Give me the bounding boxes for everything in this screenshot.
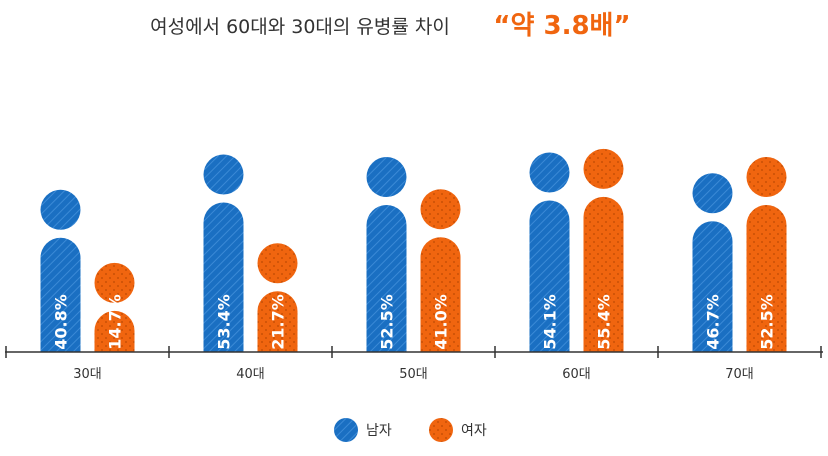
x-tick-label: 40대 — [236, 367, 265, 382]
x-tick-label: 50대 — [399, 367, 428, 382]
bar-body-male — [529, 200, 570, 352]
bar-group: 40.8% 14.7% 53.4% 21.7% 52.5% 41.0% 54.1% 55.4%… — [40, 148, 787, 352]
x-tick-label: 60대 — [562, 367, 591, 382]
legend: 남자 여자 — [334, 418, 487, 442]
x-axis-tick-labels: 30대 40대 50대 60대 70대 — [73, 367, 754, 382]
data-label: 46.7% — [704, 294, 723, 350]
bar-head-male — [366, 157, 407, 197]
data-label: 40.8% — [52, 294, 71, 350]
data-label: 14.7% — [106, 294, 125, 350]
x-tick-label: 30대 — [73, 367, 102, 382]
bar-body-male — [366, 205, 407, 352]
bar-head-female — [94, 262, 135, 303]
data-label: 21.7% — [269, 294, 288, 350]
bar-body-female — [94, 310, 135, 352]
x-axis — [5, 346, 823, 358]
x-tick-label: 70대 — [725, 367, 754, 382]
bar-female: 52.5% — [746, 157, 787, 352]
data-label: 55.4% — [595, 294, 614, 350]
bar-female: 55.4% — [583, 148, 624, 352]
data-label: 52.5% — [378, 294, 397, 350]
bar-body-male — [692, 221, 733, 352]
bar-head-male — [529, 152, 570, 193]
bar-head-male — [203, 154, 244, 195]
bar-body-male — [203, 202, 244, 352]
data-label: 41.0% — [432, 294, 451, 350]
legend-item-female: 여자 — [429, 418, 487, 442]
bar-male: 54.1% — [529, 152, 570, 352]
chart-title-main: 여성에서 60대와 30대의 유병률 차이 — [150, 16, 450, 38]
bar-head-female — [257, 243, 298, 284]
bar-head-male — [692, 173, 733, 214]
chart-title-accent: “약 3.8배” — [493, 11, 630, 41]
bar-male: 40.8% — [40, 189, 81, 352]
legend-label-female: 여자 — [461, 423, 487, 439]
data-label: 53.4% — [215, 294, 234, 350]
bar-female: 21.7% — [257, 243, 298, 352]
legend-item-male: 남자 — [334, 418, 392, 442]
bar-body-male — [40, 237, 81, 352]
bar-male: 53.4% — [203, 154, 244, 352]
bar-female: 41.0% — [420, 189, 461, 352]
bar-head-female — [420, 189, 461, 230]
bar-female: 14.7% — [94, 262, 135, 352]
bar-body-female — [420, 237, 461, 352]
data-label: 52.5% — [758, 294, 777, 350]
bar-body-female — [257, 291, 298, 352]
legend-label-male: 남자 — [366, 423, 392, 439]
data-label: 54.1% — [541, 294, 560, 350]
bar-male: 52.5% — [366, 157, 407, 352]
legend-swatch-female — [429, 418, 453, 442]
bar-head-male — [40, 189, 81, 230]
bar-body-female — [746, 205, 787, 352]
bar-head-female — [583, 148, 624, 189]
legend-swatch-male — [334, 418, 358, 442]
bar-body-female — [583, 196, 624, 352]
chart-title: 여성에서 60대와 30대의 유병률 차이 “약 3.8배” — [150, 11, 630, 41]
bar-head-female — [746, 157, 787, 197]
bar-male: 46.7% — [692, 173, 733, 352]
